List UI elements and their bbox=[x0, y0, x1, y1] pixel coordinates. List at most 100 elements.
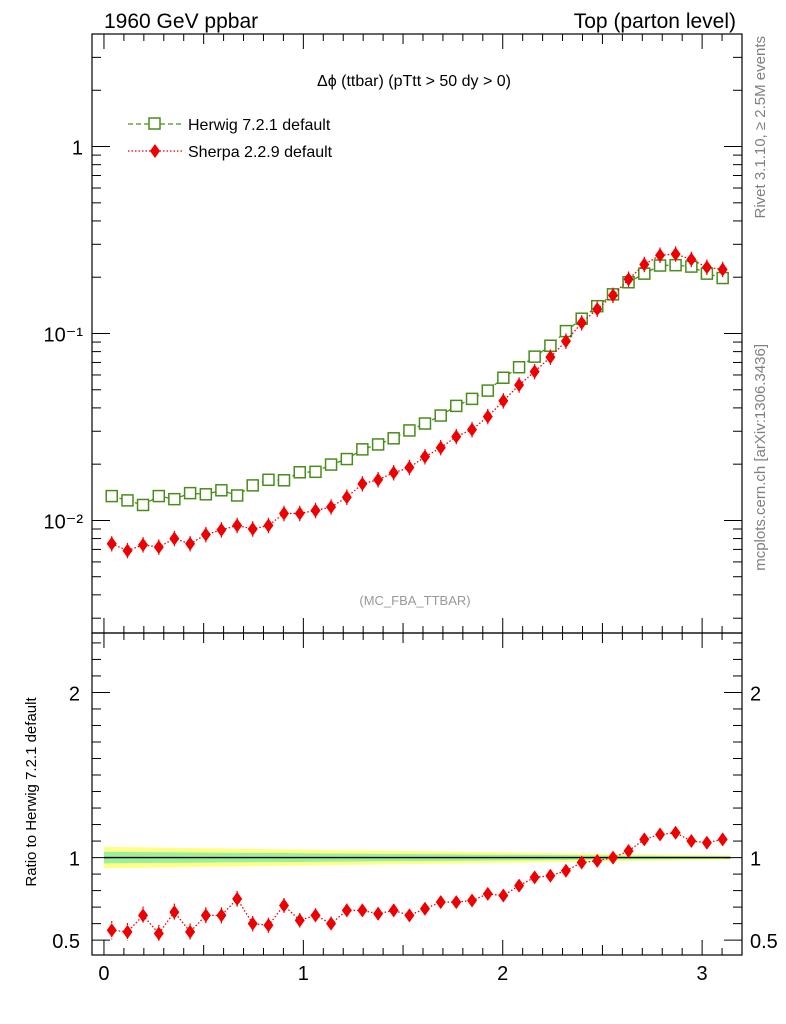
ratio-sherpa-point bbox=[357, 903, 368, 918]
x-tick-label: 3 bbox=[697, 963, 708, 985]
herwig-point bbox=[199, 488, 213, 501]
ratio-sherpa-point bbox=[294, 913, 305, 928]
ratio-sherpa-point bbox=[341, 903, 352, 918]
mcplots-label: mcplots.cern.ch [arXiv:1306.3436] bbox=[752, 344, 769, 571]
sherpa-point bbox=[357, 476, 368, 491]
ratio-y-tick-label: 1 bbox=[69, 849, 80, 871]
herwig-point bbox=[497, 371, 510, 384]
ratio-sherpa-point bbox=[122, 924, 133, 939]
sherpa-point bbox=[404, 460, 415, 475]
sherpa-point bbox=[294, 506, 305, 521]
herwig-point bbox=[246, 479, 259, 492]
ratio-sherpa-point bbox=[373, 906, 384, 921]
ratio-sherpa-point bbox=[686, 834, 697, 849]
ratio-sherpa-point bbox=[106, 923, 117, 938]
herwig-point bbox=[309, 465, 322, 479]
plot-title: Δϕ (ttbar) (pTtt > 50 dy > 0) bbox=[317, 73, 511, 90]
x-tick-label: 2 bbox=[497, 963, 508, 985]
herwig-point bbox=[465, 392, 479, 406]
sherpa-point bbox=[686, 252, 697, 267]
ratio-sherpa-point bbox=[404, 908, 415, 923]
sherpa-point bbox=[701, 260, 712, 275]
ratio-sherpa-point bbox=[326, 916, 337, 931]
sherpa-point bbox=[232, 518, 243, 533]
ratio-sherpa-point bbox=[200, 908, 211, 923]
sherpa-point bbox=[419, 449, 430, 464]
sherpa-point bbox=[200, 527, 211, 542]
ratio-y-tick-label-right: 2 bbox=[750, 683, 761, 705]
y-tick-label: 1 bbox=[72, 138, 83, 160]
top-axes: 1 10⁻¹ 10⁻² bbox=[44, 33, 743, 633]
sherpa-point bbox=[326, 500, 337, 515]
herwig-point bbox=[450, 399, 463, 413]
header-left: 1960 GeV ppbar bbox=[104, 10, 258, 33]
sherpa-point bbox=[435, 440, 446, 455]
ratio-sherpa-point bbox=[153, 926, 164, 941]
ratio-sherpa-point bbox=[576, 855, 587, 870]
herwig-point bbox=[293, 466, 307, 479]
ratio-sherpa-point bbox=[451, 895, 462, 910]
herwig-point bbox=[356, 443, 369, 456]
herwig-point bbox=[418, 417, 432, 430]
herwig-point bbox=[168, 492, 181, 506]
ratio-sherpa-point bbox=[639, 832, 650, 847]
ratio-sherpa-point bbox=[185, 924, 196, 939]
ratio-sherpa-point bbox=[279, 898, 290, 913]
legend-herwig-marker bbox=[148, 117, 161, 130]
ratio-sherpa-point bbox=[388, 903, 399, 918]
herwig-point bbox=[230, 489, 244, 502]
sherpa-point bbox=[670, 247, 681, 262]
ratio-y-tick-label: 2 bbox=[69, 683, 80, 705]
sherpa-point bbox=[138, 537, 149, 552]
sherpa-point bbox=[341, 490, 352, 505]
x-tick-label: 0 bbox=[98, 963, 109, 985]
ratio-sherpa-point bbox=[670, 825, 681, 840]
sherpa-point bbox=[247, 522, 258, 537]
herwig-point bbox=[528, 350, 541, 363]
ratio-y-tick-label-right: 1 bbox=[750, 849, 761, 871]
ratio-sherpa-point bbox=[482, 886, 493, 901]
ratio-y-axis-label: Ratio to Herwig 7.2.1 default bbox=[23, 697, 40, 887]
sherpa-point bbox=[185, 536, 196, 551]
herwig-point bbox=[387, 432, 400, 445]
top-series-layer bbox=[105, 246, 729, 559]
sherpa-point bbox=[498, 393, 509, 408]
sherpa-point bbox=[467, 422, 478, 437]
sherpa-point bbox=[279, 506, 290, 521]
ratio-axes: 0.5 0.5 1 1 2 2 0 1 2 3 bbox=[52, 633, 778, 985]
legend-sherpa-marker bbox=[150, 144, 160, 158]
sherpa-point bbox=[592, 302, 603, 317]
sherpa-point bbox=[106, 536, 117, 551]
sherpa-point bbox=[560, 334, 571, 349]
herwig-point bbox=[324, 458, 338, 471]
ratio-sherpa-point bbox=[169, 905, 180, 920]
ratio-sherpa-point bbox=[419, 901, 430, 916]
sherpa-point bbox=[122, 543, 133, 558]
sherpa-point bbox=[263, 518, 274, 533]
ratio-sherpa-point bbox=[467, 893, 478, 908]
herwig-point bbox=[183, 486, 197, 500]
ratio-sherpa-point bbox=[247, 916, 258, 931]
herwig-point bbox=[262, 473, 275, 487]
legend-sherpa-label: Sherpa 2.2.9 default bbox=[188, 144, 333, 161]
ratio-sherpa-point bbox=[717, 832, 728, 847]
ratio-sherpa-point bbox=[216, 908, 227, 923]
sherpa-point bbox=[576, 315, 587, 330]
legend-herwig-label: Herwig 7.2.1 default bbox=[188, 117, 331, 134]
sherpa-point bbox=[655, 248, 666, 263]
ratio-sherpa-point bbox=[514, 878, 525, 893]
ratio-uncertainty-bands bbox=[103, 846, 731, 869]
sherpa-point bbox=[514, 378, 525, 393]
main-plot-panel: Δϕ (ttbar) (pTtt > 50 dy > 0) (MC_FBA_TT… bbox=[44, 33, 743, 634]
sherpa-point bbox=[717, 262, 728, 277]
herwig-point bbox=[215, 484, 228, 497]
y-tick-label: 10⁻² bbox=[44, 511, 84, 533]
herwig-point bbox=[152, 489, 166, 503]
sherpa-line bbox=[111, 253, 723, 552]
sherpa-point bbox=[545, 350, 556, 365]
ratio-sherpa-line bbox=[111, 832, 723, 935]
herwig-point bbox=[403, 424, 416, 437]
herwig-line bbox=[111, 264, 723, 506]
sherpa-point bbox=[451, 429, 462, 444]
